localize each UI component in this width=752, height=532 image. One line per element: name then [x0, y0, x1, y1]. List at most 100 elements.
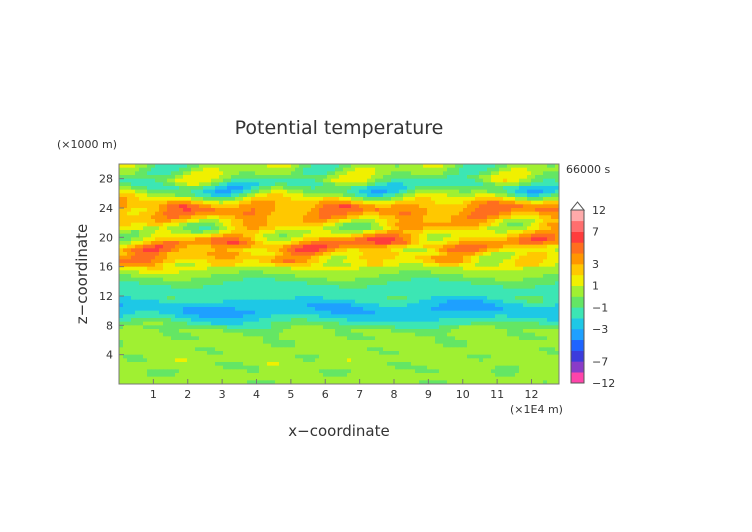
heatmap-cell [323, 259, 328, 264]
heatmap-cell [403, 178, 408, 183]
heatmap-cell [355, 215, 360, 220]
heatmap-cell [195, 255, 200, 260]
heatmap-cell [471, 241, 476, 246]
heatmap-cell [223, 164, 228, 169]
heatmap-cell [443, 303, 448, 308]
heatmap-cell [503, 175, 508, 180]
heatmap-cell [383, 310, 388, 315]
heatmap-cell [483, 178, 488, 183]
heatmap-cell [223, 252, 228, 257]
heatmap-cell [239, 310, 244, 315]
heatmap-cell [231, 197, 236, 202]
heatmap-cell [515, 237, 520, 242]
heatmap-cell [191, 167, 196, 172]
heatmap-cell [263, 204, 268, 209]
heatmap-cell [459, 204, 464, 209]
heatmap-cell [371, 314, 376, 319]
heatmap-cell [287, 270, 292, 275]
heatmap-cell [239, 204, 244, 209]
heatmap-cell [423, 281, 428, 286]
heatmap-cell [543, 259, 548, 264]
heatmap-cell [335, 200, 340, 205]
heatmap-cell [259, 215, 264, 220]
heatmap-cell [315, 310, 320, 315]
heatmap-cell [475, 215, 480, 220]
heatmap-cell [347, 208, 352, 213]
heatmap-cell [159, 255, 164, 260]
heatmap-cell [231, 263, 236, 268]
heatmap-cell [247, 197, 252, 202]
heatmap-cell [415, 288, 420, 293]
heatmap-cell [239, 263, 244, 268]
heatmap-cell [355, 259, 360, 264]
heatmap-cell [339, 200, 344, 205]
heatmap-cell [375, 318, 380, 323]
heatmap-cell [295, 303, 300, 308]
heatmap-cell [291, 222, 296, 227]
heatmap-cell [147, 252, 152, 257]
heatmap-cell [311, 281, 316, 286]
heatmap-cell [447, 164, 452, 169]
heatmap-cell [543, 263, 548, 268]
heatmap-cell [527, 259, 532, 264]
heatmap-cell [183, 321, 188, 326]
heatmap-cell [259, 241, 264, 246]
heatmap-cell [207, 329, 212, 334]
heatmap-cell [551, 215, 556, 220]
heatmap-cell [183, 244, 188, 249]
heatmap-cell [159, 288, 164, 293]
heatmap-cell [243, 307, 248, 312]
heatmap-cell [303, 244, 308, 249]
heatmap-cell [191, 248, 196, 253]
heatmap-cell [499, 219, 504, 224]
heatmap-cell [139, 226, 144, 231]
heatmap-cell [351, 226, 356, 231]
heatmap-cell [487, 197, 492, 202]
heatmap-cell [407, 277, 412, 282]
heatmap-cell [219, 314, 224, 319]
heatmap-cell [447, 248, 452, 253]
heatmap-cell [147, 244, 152, 249]
heatmap-cell [375, 189, 380, 194]
heatmap-cell [483, 270, 488, 275]
heatmap-cell [387, 182, 392, 187]
heatmap-cell [279, 182, 284, 187]
heatmap-cell [255, 244, 260, 249]
heatmap-cell [175, 255, 180, 260]
heatmap-cell [323, 325, 328, 330]
heatmap-cell [419, 263, 424, 268]
heatmap-cell [203, 244, 208, 249]
heatmap-cell [499, 200, 504, 205]
heatmap-cell [523, 233, 528, 238]
heatmap-cell [175, 248, 180, 253]
heatmap-cell [211, 164, 216, 169]
heatmap-cell [479, 325, 484, 330]
heatmap-cell [359, 219, 364, 224]
heatmap-cell [255, 193, 260, 198]
heatmap-cell [467, 204, 472, 209]
heatmap-cell [155, 182, 160, 187]
heatmap-cell [131, 167, 136, 172]
heatmap-cell [283, 274, 288, 279]
heatmap-cell [439, 189, 444, 194]
heatmap-cell [131, 296, 136, 301]
heatmap-cell [435, 270, 440, 275]
heatmap-cell [247, 314, 252, 319]
heatmap-cell [555, 167, 560, 172]
heatmap-cell [479, 321, 484, 326]
heatmap-cell [175, 233, 180, 238]
heatmap-cell [431, 241, 436, 246]
heatmap-cell [487, 175, 492, 180]
heatmap-cell [511, 325, 516, 330]
heatmap-cell [207, 270, 212, 275]
heatmap-cell [355, 237, 360, 242]
heatmap-cell [139, 255, 144, 260]
heatmap-cell [415, 318, 420, 323]
heatmap-cell [311, 211, 316, 216]
heatmap-cell [371, 178, 376, 183]
heatmap-cell [403, 288, 408, 293]
heatmap-cell [139, 303, 144, 308]
heatmap-cell [419, 296, 424, 301]
heatmap-cell [511, 182, 516, 187]
heatmap-cell [195, 303, 200, 308]
